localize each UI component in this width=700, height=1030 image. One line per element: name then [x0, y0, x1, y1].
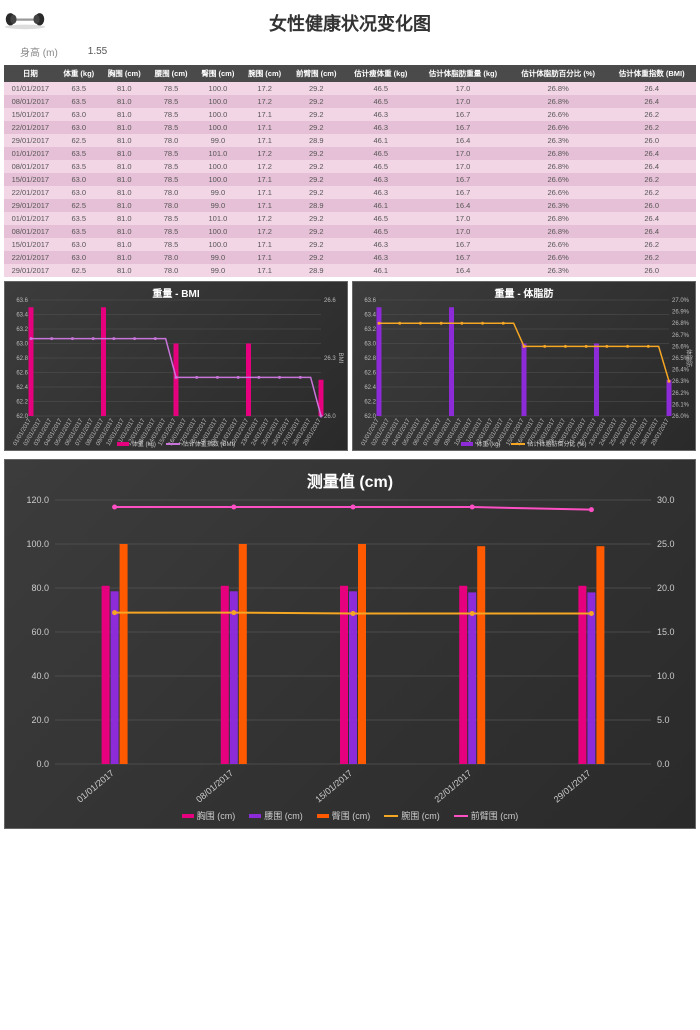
svg-text:26.0: 26.0 [324, 414, 336, 420]
dumbbell-icon [0, 10, 50, 30]
svg-text:26.1%: 26.1% [672, 402, 690, 408]
svg-text:08/01/2017: 08/01/2017 [194, 768, 235, 805]
svg-text:26.4%: 26.4% [672, 368, 690, 374]
table-row: 08/01/201763.581.078.5100.017.229.246.51… [4, 95, 696, 108]
table-header: 日期 [4, 65, 57, 82]
table-header: 体重 (kg) [57, 65, 101, 82]
svg-text:01/01/2017: 01/01/2017 [75, 768, 116, 805]
table-header: 估计瘦体重 (kg) [344, 65, 417, 82]
table-row: 22/01/201763.081.078.099.017.129.246.316… [4, 251, 696, 264]
table-header: 估计体脂肪重量 (kg) [417, 65, 509, 82]
svg-text:15/01/2017: 15/01/2017 [313, 768, 354, 805]
height-value: 1.55 [88, 46, 107, 57]
svg-text:63.6: 63.6 [16, 298, 28, 304]
svg-text:60.0: 60.0 [31, 627, 49, 637]
svg-text:63.0: 63.0 [16, 342, 28, 348]
table-header: 腕围 (cm) [241, 65, 288, 82]
table-row: 29/01/201762.581.078.099.017.128.946.116… [4, 199, 696, 212]
svg-text:30.0: 30.0 [657, 495, 675, 505]
table-header: 胸围 (cm) [101, 65, 148, 82]
svg-text:62.2: 62.2 [16, 400, 28, 406]
svg-text:63.2: 63.2 [364, 327, 376, 333]
table-row: 22/01/201763.081.078.5100.017.129.246.31… [4, 121, 696, 134]
svg-text:62.8: 62.8 [364, 356, 376, 362]
table-row: 15/01/201763.081.078.5100.017.129.246.31… [4, 238, 696, 251]
svg-text:63.6: 63.6 [364, 298, 376, 304]
table-row: 01/01/201763.581.078.5101.017.229.246.51… [4, 212, 696, 225]
svg-text:0.0: 0.0 [657, 759, 670, 769]
svg-text:80.0: 80.0 [31, 583, 49, 593]
table-row: 22/01/201763.081.078.099.017.129.246.316… [4, 186, 696, 199]
chart-weight-bmi: 重量 - BMI 62.062.262.462.662.863.063.263.… [4, 281, 348, 451]
svg-text:100.0: 100.0 [26, 539, 49, 549]
svg-text:63.0: 63.0 [364, 342, 376, 348]
table-header: 臀围 (cm) [194, 65, 241, 82]
svg-text:29/01/2017: 29/01/2017 [552, 768, 593, 805]
svg-text:62.6: 62.6 [364, 371, 376, 377]
chart-weight-fat: 重量 - 体脂肪 62.062.262.462.662.863.063.263.… [352, 281, 696, 451]
svg-text:0.0: 0.0 [36, 759, 49, 769]
table-header: 估计体脂肪百分比 (%) [509, 65, 608, 82]
table-row: 29/01/201762.581.078.099.017.128.946.116… [4, 264, 696, 277]
table-row: 08/01/201763.581.078.5100.017.229.246.51… [4, 160, 696, 173]
svg-text:15.0: 15.0 [657, 627, 675, 637]
svg-text:40.0: 40.0 [31, 671, 49, 681]
data-table: 日期体重 (kg)胸围 (cm)腰围 (cm)臀围 (cm)腕围 (cm)前臂围… [4, 65, 696, 277]
svg-text:62.8: 62.8 [16, 356, 28, 362]
svg-text:BMI: BMI [337, 353, 343, 364]
table-row: 15/01/201763.081.078.5100.017.129.246.31… [4, 108, 696, 121]
svg-text:26.0%: 26.0% [672, 414, 690, 420]
svg-text:62.4: 62.4 [16, 385, 28, 391]
svg-text:26.3: 26.3 [324, 356, 336, 362]
table-header: 腰围 (cm) [148, 65, 195, 82]
table-row: 01/01/201763.581.078.5101.017.229.246.51… [4, 147, 696, 160]
chart-measurements: 测量值 (cm) 0.020.040.060.080.0100.0120.00.… [4, 459, 696, 829]
height-label: 身高 (m) [20, 44, 58, 59]
svg-text:体脂肪: 体脂肪 [685, 349, 693, 367]
svg-text:26.6: 26.6 [324, 298, 336, 304]
svg-text:26.3%: 26.3% [672, 379, 690, 385]
svg-text:26.9%: 26.9% [672, 310, 690, 316]
table-header: 估计体重指数 (BMI) [607, 65, 696, 82]
svg-text:62.4: 62.4 [364, 385, 376, 391]
svg-text:5.0: 5.0 [657, 715, 670, 725]
table-header: 前臂围 (cm) [288, 65, 344, 82]
svg-text:27.0%: 27.0% [672, 298, 690, 304]
table-row: 08/01/201763.581.078.5100.017.229.246.51… [4, 225, 696, 238]
svg-text:22/01/2017: 22/01/2017 [433, 768, 474, 805]
svg-text:20.0: 20.0 [657, 583, 675, 593]
svg-text:63.4: 63.4 [364, 313, 376, 319]
svg-text:26.7%: 26.7% [672, 333, 690, 339]
svg-text:20.0: 20.0 [31, 715, 49, 725]
svg-text:26.8%: 26.8% [672, 321, 690, 327]
svg-text:120.0: 120.0 [26, 495, 49, 505]
table-row: 01/01/201763.581.078.5100.017.229.246.51… [4, 82, 696, 95]
svg-text:26.2%: 26.2% [672, 391, 690, 397]
svg-text:62.6: 62.6 [16, 371, 28, 377]
page-title: 女性健康状况变化图 [269, 10, 431, 36]
svg-text:63.2: 63.2 [16, 327, 28, 333]
svg-text:62.2: 62.2 [364, 400, 376, 406]
table-row: 15/01/201763.081.078.5100.017.129.246.31… [4, 173, 696, 186]
svg-text:10.0: 10.0 [657, 671, 675, 681]
svg-text:25.0: 25.0 [657, 539, 675, 549]
svg-text:63.4: 63.4 [16, 313, 28, 319]
table-row: 29/01/201762.581.078.099.017.128.946.116… [4, 134, 696, 147]
